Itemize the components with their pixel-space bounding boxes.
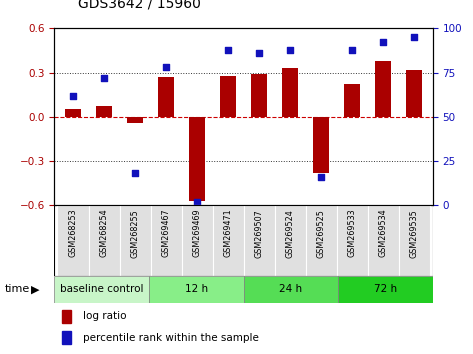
FancyBboxPatch shape	[368, 205, 399, 276]
Point	[162, 64, 170, 70]
Bar	[189, 117, 205, 201]
Point	[193, 199, 201, 205]
FancyBboxPatch shape	[120, 205, 150, 276]
FancyBboxPatch shape	[58, 205, 88, 276]
Text: 72 h: 72 h	[374, 284, 397, 295]
FancyBboxPatch shape	[212, 205, 244, 276]
Bar	[127, 117, 143, 123]
Point	[69, 93, 77, 98]
Point	[224, 47, 232, 52]
Bar	[314, 117, 329, 173]
FancyBboxPatch shape	[149, 276, 244, 303]
Text: GDS3642 / 15960: GDS3642 / 15960	[78, 0, 201, 11]
Text: GSM269533: GSM269533	[348, 209, 357, 257]
Bar	[376, 61, 391, 117]
Text: 24 h: 24 h	[280, 284, 302, 295]
Text: GSM268255: GSM268255	[131, 209, 140, 258]
Point	[379, 40, 387, 45]
FancyBboxPatch shape	[150, 205, 182, 276]
Bar	[251, 74, 267, 117]
Bar	[158, 77, 174, 117]
Bar	[282, 68, 298, 117]
Bar	[406, 70, 422, 117]
FancyBboxPatch shape	[306, 205, 337, 276]
Text: GSM269525: GSM269525	[316, 209, 325, 258]
Text: GSM269467: GSM269467	[162, 209, 171, 257]
Point	[131, 171, 139, 176]
Point	[317, 174, 325, 180]
Text: time: time	[5, 284, 30, 295]
Text: ▶: ▶	[31, 284, 39, 295]
FancyBboxPatch shape	[399, 205, 429, 276]
Text: GSM269534: GSM269534	[379, 209, 388, 257]
Point	[349, 47, 356, 52]
Bar	[96, 107, 112, 117]
FancyBboxPatch shape	[182, 205, 212, 276]
Text: GSM268253: GSM268253	[69, 209, 78, 257]
Bar	[344, 84, 360, 117]
Text: GSM269469: GSM269469	[193, 209, 201, 257]
Point	[255, 50, 263, 56]
Bar	[220, 75, 236, 117]
FancyBboxPatch shape	[244, 205, 275, 276]
FancyBboxPatch shape	[338, 276, 433, 303]
Text: GSM268254: GSM268254	[99, 209, 108, 257]
Text: GSM269524: GSM269524	[286, 209, 295, 258]
Text: percentile rank within the sample: percentile rank within the sample	[83, 333, 259, 343]
Text: log ratio: log ratio	[83, 312, 126, 321]
FancyBboxPatch shape	[88, 205, 120, 276]
Text: 12 h: 12 h	[185, 284, 208, 295]
Text: GSM269535: GSM269535	[410, 209, 419, 258]
Text: baseline control: baseline control	[60, 284, 143, 295]
FancyBboxPatch shape	[275, 205, 306, 276]
Point	[100, 75, 108, 81]
Bar	[65, 109, 81, 117]
FancyBboxPatch shape	[54, 276, 149, 303]
Text: GSM269471: GSM269471	[224, 209, 233, 257]
Text: GSM269507: GSM269507	[254, 209, 263, 258]
Bar	[62, 331, 71, 344]
FancyBboxPatch shape	[244, 276, 338, 303]
Bar	[62, 310, 71, 323]
Point	[286, 47, 294, 52]
Point	[411, 34, 418, 40]
FancyBboxPatch shape	[337, 205, 368, 276]
